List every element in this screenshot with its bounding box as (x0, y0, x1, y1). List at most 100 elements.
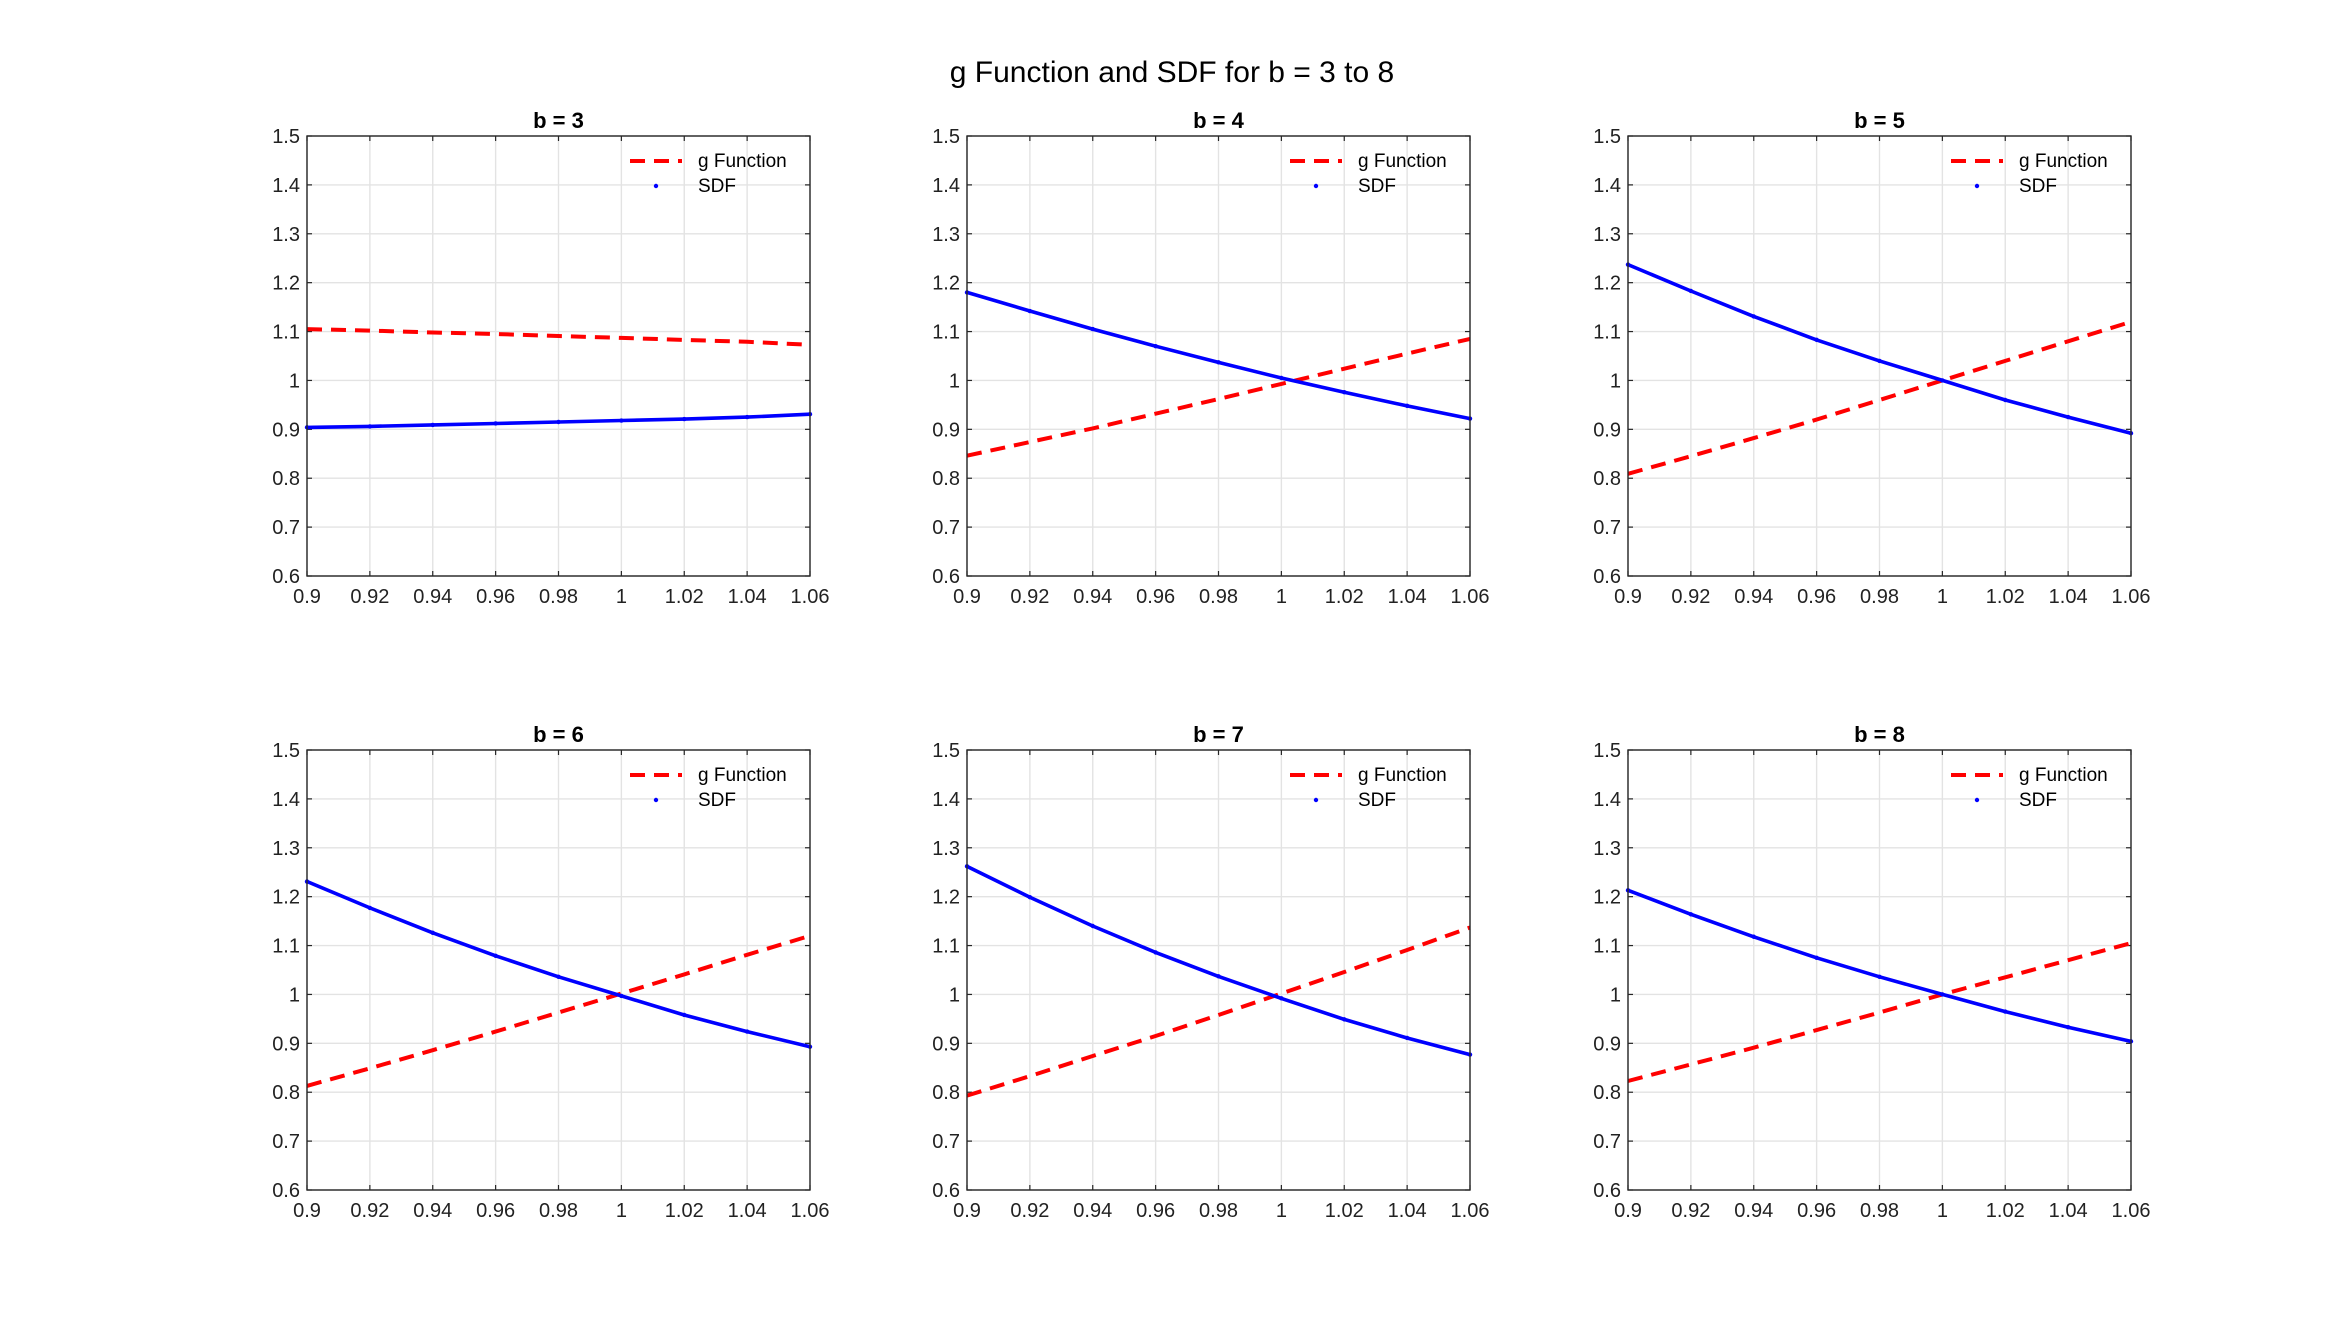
legend-label: SDF (698, 790, 736, 811)
y-tick-label: 0.7 (272, 1131, 300, 1153)
y-tick-label: 0.8 (1593, 468, 1621, 490)
y-tick-label: 1 (289, 984, 300, 1006)
legend-label: g Function (1358, 151, 1447, 172)
sdf-point (1027, 894, 1033, 900)
axes-box (306, 135, 811, 577)
x-tick-label: 0.94 (1073, 1200, 1112, 1222)
x-tick-label: 1 (1276, 586, 1287, 608)
g-function-series-line (966, 336, 1471, 458)
sdf-point (556, 419, 561, 425)
y-tick-label: 1 (1610, 984, 1621, 1006)
y-tick-label: 1.2 (1593, 273, 1621, 295)
sdf-point (682, 416, 687, 422)
sdf-point (682, 1012, 687, 1018)
legend-marker-sdf (1974, 183, 1980, 189)
x-tick-label: 1.02 (1325, 586, 1364, 608)
y-tick-label: 0.7 (932, 1131, 960, 1153)
y-tick-label: 1.2 (1593, 887, 1621, 909)
sdf-point (1751, 934, 1756, 939)
legend-label: g Function (2019, 765, 2108, 786)
sdf-point (493, 421, 498, 426)
sdf-point (619, 418, 624, 423)
legend-marker-sdf (1313, 183, 1319, 189)
x-tick-label: 1.06 (2112, 586, 2151, 608)
subplot-2: b = 4 0.9 0.92 0.94 0.96 0.98 1 1.02 1.04 1.06 0.6… (932, 108, 1489, 608)
x-tick-label: 0.96 (476, 1200, 515, 1222)
y-tick-label: 1.3 (1593, 838, 1621, 860)
y-tick-label: 1.3 (272, 224, 300, 246)
x-tick-label: 0.98 (1860, 586, 1899, 608)
x-tick-label: 1.06 (791, 1200, 830, 1222)
y-tick-label: 1.4 (1593, 789, 1621, 811)
y-tick-label: 1 (949, 984, 960, 1006)
x-tick-label: 0.9 (953, 586, 981, 608)
g-function-series-line (1627, 941, 2132, 1083)
x-tick-label: 1.02 (1325, 1200, 1364, 1222)
sdf-point (1216, 974, 1221, 979)
axes-box (966, 135, 1471, 577)
y-tick-label: 1.5 (1593, 740, 1621, 762)
sdf-point (1404, 403, 1410, 409)
x-tick-label: 0.92 (1010, 1200, 1049, 1222)
y-tick-label: 1.2 (272, 887, 300, 909)
subplot-1: b = 3 0.9 0.92 0.94 0.96 0.98 1 1.02 1.04 1.06 0.6… (272, 108, 829, 608)
sdf-point (2003, 1009, 2008, 1014)
x-tick-label: 1 (616, 586, 627, 608)
subplot-title: b = 5 (1854, 108, 1905, 133)
x-tick-label: 0.92 (350, 1200, 389, 1222)
y-tick-label: 0.8 (272, 1082, 300, 1104)
subplot-title: b = 6 (533, 722, 584, 747)
x-tick-label: 0.98 (1199, 586, 1238, 608)
sdf-point (1940, 992, 1945, 997)
subplot-title: b = 8 (1854, 722, 1905, 747)
legend-label: SDF (1358, 790, 1396, 811)
y-tick-label: 1.4 (1593, 175, 1621, 197)
sdf-point (1751, 314, 1756, 319)
sdf-point (619, 993, 624, 999)
sdf-point (367, 905, 373, 911)
axes-box (1627, 749, 2132, 1191)
legend-label: g Function (2019, 151, 2108, 172)
sdf-point (2003, 397, 2008, 403)
y-tick-label: 0.9 (932, 419, 960, 441)
y-tick-label: 0.9 (272, 1033, 300, 1055)
y-tick-label: 0.9 (1593, 1033, 1621, 1055)
sdf-point (493, 953, 498, 959)
y-tick-label: 1.1 (932, 936, 960, 958)
x-tick-label: 0.96 (1797, 1200, 1836, 1222)
y-tick-label: 0.7 (272, 517, 300, 539)
sdf-point (1342, 1017, 1347, 1022)
x-tick-label: 1.04 (2049, 586, 2088, 608)
y-tick-label: 1 (1610, 370, 1621, 392)
y-tick-label: 1.1 (1593, 322, 1621, 344)
x-tick-label: 0.94 (1734, 1200, 1773, 1222)
figure-title: g Function and SDF for b = 3 to 8 (950, 56, 1394, 89)
subplot-5: b = 7 0.9 0.92 0.94 0.96 0.98 1 1.02 1.04 1.06 0.6… (932, 722, 1489, 1222)
sdf-point (1279, 375, 1284, 381)
x-tick-label: 1.04 (728, 1200, 767, 1222)
y-tick-label: 1.1 (1593, 936, 1621, 958)
x-tick-label: 1.02 (1986, 586, 2025, 608)
y-tick-label: 1.5 (932, 740, 960, 762)
y-tick-label: 1.5 (272, 740, 300, 762)
subplot-title: b = 3 (533, 108, 584, 133)
sdf-point (744, 1029, 750, 1034)
x-tick-label: 0.96 (1797, 586, 1836, 608)
x-tick-label: 0.98 (539, 1200, 578, 1222)
x-tick-label: 0.9 (1614, 586, 1642, 608)
legend-marker-sdf (1313, 797, 1319, 803)
x-tick-label: 0.98 (539, 586, 578, 608)
x-tick-label: 1 (616, 1200, 627, 1222)
subplot-3: b = 5 0.9 0.92 0.94 0.96 0.98 1 1.02 1.04 1.06 0.6… (1593, 108, 2150, 608)
sdf-point (1688, 912, 1694, 917)
y-tick-label: 1.3 (932, 224, 960, 246)
legend-label: SDF (698, 176, 736, 197)
sdf-point (1688, 288, 1694, 294)
subplot-6: b = 8 0.9 0.92 0.94 0.96 0.98 1 1.02 1.04 1.06 0.6… (1593, 722, 2150, 1222)
legend-label: SDF (2019, 790, 2057, 811)
y-tick-label: 0.8 (272, 468, 300, 490)
x-tick-label: 0.92 (1671, 586, 1710, 608)
y-tick-label: 1.3 (932, 838, 960, 860)
